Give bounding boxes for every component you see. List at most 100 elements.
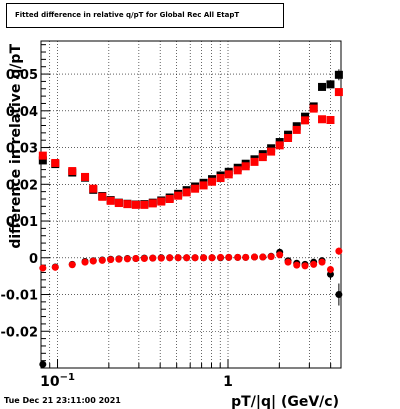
data-point	[267, 147, 276, 156]
data-point	[165, 194, 174, 203]
grid-lines	[40, 41, 341, 368]
y-tick-label: 0.02	[6, 178, 38, 193]
x-tick-label-exponent: −1	[60, 372, 75, 383]
data-point	[81, 258, 89, 266]
data-point	[148, 199, 157, 208]
data-point	[326, 80, 335, 89]
y-tick-label: 0.05	[6, 68, 38, 83]
data-point	[123, 200, 132, 209]
x-axis-label: pT/|q| (GeV/c)	[231, 394, 339, 409]
data-point	[39, 360, 47, 368]
data-point	[115, 255, 123, 263]
data-point	[38, 156, 47, 165]
data-marks	[38, 69, 343, 368]
data-point	[310, 260, 318, 268]
data-point	[250, 253, 258, 261]
data-point	[123, 255, 131, 263]
y-tick-label: 0.03	[6, 142, 38, 157]
data-point	[199, 181, 208, 190]
timestamp: Tue Dec 21 23:11:00 2021	[4, 396, 121, 405]
y-tick-labels: -0.02 -0.01 0 0.01 0.02 0.03 0.04 0.05	[1, 68, 38, 340]
data-point	[157, 254, 165, 262]
data-point	[276, 251, 284, 259]
data-point	[38, 151, 47, 160]
data-point	[140, 200, 149, 209]
data-point	[318, 258, 326, 266]
data-point	[174, 191, 183, 200]
data-point	[224, 170, 233, 179]
series-1	[38, 88, 343, 209]
data-point	[157, 197, 166, 206]
data-point	[191, 254, 199, 262]
data-point	[301, 116, 310, 125]
y-axis-label: difference in relative q/pT	[8, 44, 24, 249]
data-point	[114, 199, 123, 208]
data-point	[68, 167, 77, 176]
data-point	[309, 104, 318, 113]
data-point	[326, 266, 334, 274]
data-point	[89, 184, 98, 193]
data-point	[334, 88, 343, 97]
data-point	[216, 174, 225, 183]
data-point	[81, 172, 90, 181]
data-point	[166, 254, 174, 262]
data-point	[241, 162, 250, 171]
data-point	[267, 253, 275, 261]
y-tick-label: 0	[29, 252, 38, 267]
y-tick-label: 0.04	[6, 105, 38, 120]
data-point	[98, 256, 106, 264]
data-point	[284, 133, 293, 142]
y-tick-label: 0.01	[6, 215, 38, 230]
data-point	[191, 184, 200, 193]
data-point	[335, 247, 343, 255]
data-point	[318, 115, 327, 124]
data-point	[275, 141, 284, 150]
data-point	[39, 264, 47, 272]
y-tick-label: -0.02	[1, 325, 38, 340]
data-point	[200, 254, 208, 262]
data-point	[301, 262, 309, 270]
data-point	[149, 254, 157, 262]
data-point	[140, 255, 148, 263]
series-3	[39, 247, 343, 274]
data-point	[208, 254, 216, 262]
data-point	[107, 256, 115, 264]
data-point	[284, 258, 292, 266]
data-point	[225, 253, 233, 261]
data-point	[89, 257, 97, 265]
data-point	[51, 158, 60, 167]
data-point	[326, 115, 335, 124]
data-point	[132, 255, 140, 263]
y-tick-label: -0.01	[1, 289, 38, 304]
data-point	[293, 261, 301, 269]
data-point	[250, 157, 259, 166]
data-point	[318, 82, 327, 91]
chart-title-box: Fitted difference in relative q/pT for G…	[6, 3, 284, 28]
series-0	[38, 69, 343, 209]
data-point	[106, 196, 115, 205]
data-point	[258, 153, 267, 162]
data-point	[292, 125, 301, 134]
x-tick-label: 10−1	[40, 372, 75, 390]
data-point	[234, 253, 242, 261]
data-point	[182, 188, 191, 197]
data-point	[174, 254, 182, 262]
data-point	[98, 192, 107, 201]
chart-title: Fitted difference in relative q/pT for G…	[15, 11, 240, 19]
data-point	[334, 70, 343, 79]
x-tick-label: 1	[223, 374, 233, 390]
data-point	[242, 253, 250, 261]
data-point	[131, 200, 140, 209]
x-tick-labels: 10−1 1	[40, 372, 233, 390]
data-point	[259, 253, 267, 261]
data-point	[217, 253, 225, 261]
data-point	[68, 261, 76, 269]
data-point	[51, 263, 59, 271]
data-point	[233, 166, 242, 175]
axis-ticks	[40, 44, 332, 369]
data-point	[208, 177, 217, 186]
data-point	[335, 291, 343, 299]
plot-frame	[40, 40, 342, 369]
data-point	[183, 254, 191, 262]
